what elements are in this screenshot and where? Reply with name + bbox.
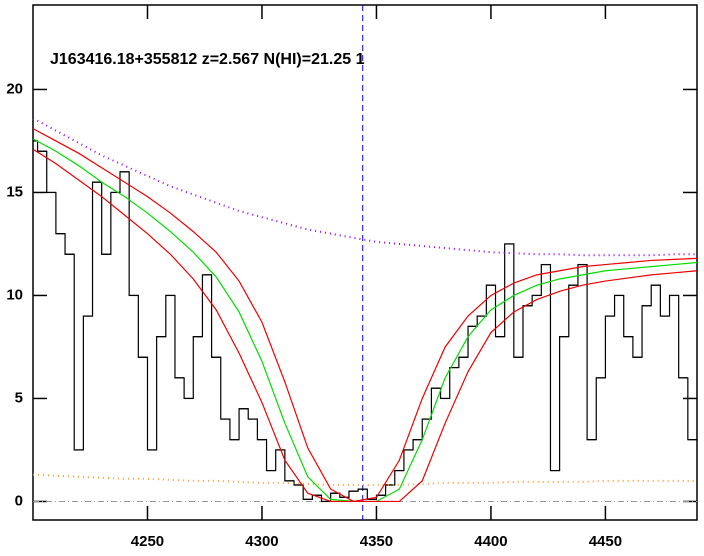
chart-title: J163416.18+355812 z=2.567 N(HI)=21.25 1 xyxy=(50,51,365,68)
x-tick-label: 4450 xyxy=(589,533,622,550)
x-tick-label: 4300 xyxy=(245,533,278,550)
x-tick-label: 4250 xyxy=(131,533,164,550)
flux-connector xyxy=(33,140,697,503)
y-tick-label: 20 xyxy=(6,80,23,97)
dotted-curve xyxy=(32,117,697,257)
x-tick-label: 4350 xyxy=(360,533,393,550)
model-curve xyxy=(32,138,698,503)
y-tick-label: 0 xyxy=(15,492,23,509)
plot-frame xyxy=(32,4,698,521)
dotted-curve xyxy=(32,473,697,486)
y-tick-label: 5 xyxy=(15,389,23,406)
model-curve xyxy=(32,128,698,503)
model-curve xyxy=(32,148,698,503)
y-tick-label: 10 xyxy=(6,286,23,303)
y-tick-label: 15 xyxy=(6,183,23,200)
x-tick-label: 4400 xyxy=(474,533,507,550)
